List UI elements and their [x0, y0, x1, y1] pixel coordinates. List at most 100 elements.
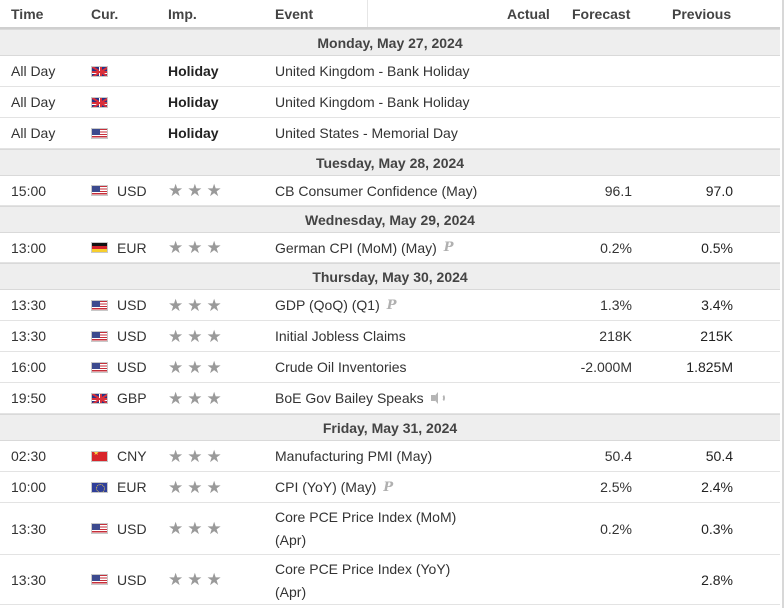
- star-icon: ★: [206, 357, 222, 377]
- event-link[interactable]: BoE Gov Bailey Speaks: [275, 390, 424, 406]
- time-cell: 19:50: [11, 390, 47, 406]
- star-icon: ★: [187, 519, 203, 538]
- currency-cell: USD: [117, 328, 147, 344]
- previous-cell: 3.4%: [701, 297, 733, 313]
- event-link[interactable]: Crude Oil Inventories: [275, 359, 407, 375]
- previous-cell: 2.4%: [701, 479, 733, 495]
- col-importance-header[interactable]: Imp.: [168, 6, 197, 22]
- currency-cell: USD: [117, 182, 147, 199]
- event-link[interactable]: German CPI (MoM) (May): [275, 239, 437, 256]
- star-icon: ★: [187, 477, 203, 497]
- currency-cell: CNY: [117, 448, 147, 464]
- table-row[interactable]: 19:50 GBP ★ ★ ★ BoE Gov Bailey Speaks: [0, 383, 780, 414]
- currency-cell: EUR: [117, 479, 147, 495]
- gb-flag-icon: [91, 65, 108, 77]
- importance-stars: ★ ★ ★: [168, 297, 222, 314]
- star-icon: ★: [187, 446, 203, 466]
- table-row[interactable]: 02:30 CNY ★★★ Manufacturing PMI (May) 50…: [0, 441, 780, 472]
- eu-flag-icon: [91, 481, 108, 493]
- us-flag-icon: [91, 299, 108, 311]
- star-icon: ★: [168, 388, 184, 408]
- event-link[interactable]: United Kingdom - Bank Holiday: [275, 94, 470, 110]
- event-link[interactable]: CB Consumer Confidence (May): [275, 182, 478, 199]
- importance-stars: ★ ★ ★: [168, 182, 222, 199]
- table-row[interactable]: 13:30 USD ★ ★ ★ Core PCE Price Index (YoY)…: [0, 555, 780, 605]
- star-icon: ★: [206, 326, 222, 346]
- col-actual-header[interactable]: Actual: [507, 6, 550, 22]
- star-icon: ★: [206, 446, 222, 466]
- table-row[interactable]: 15:00 USD ★ ★ ★ CB Consumer Confidence (Ma…: [0, 176, 780, 206]
- event-line: Core PCE Price Index (MoM): [275, 509, 457, 525]
- event-link[interactable]: United States - Memorial Day: [275, 125, 458, 141]
- event-line: (Apr): [275, 532, 307, 548]
- importance-stars: ★ ★ ★: [168, 328, 222, 345]
- forecast-cell: 50.4: [604, 448, 632, 464]
- col-time-header[interactable]: Time: [11, 6, 44, 22]
- preliminary-icon[interactable]: P: [383, 479, 394, 495]
- table-row[interactable]: 16:00 USD ★ ★ ★ Crude Oil Inventories -2.0…: [0, 352, 780, 383]
- col-currency-header[interactable]: Cur.: [91, 6, 119, 22]
- time-cell: 13:30: [11, 520, 47, 537]
- us-flag-icon: [91, 361, 108, 373]
- star-icon: ★: [168, 570, 184, 589]
- importance-stars: ★ ★ ★: [168, 390, 222, 407]
- table-row[interactable]: 10:00 EUR ★ ★ ★ CPI (YoY) (May) P 2.5% 2.4%: [0, 472, 780, 503]
- table-row[interactable]: 13:30 USD ★ ★ ★ Core PCE Price Index (MoM)…: [0, 503, 780, 555]
- star-icon: ★: [187, 238, 203, 257]
- us-flag-icon: [91, 330, 108, 342]
- de-flag-icon: [91, 242, 108, 253]
- forecast-cell: 1.3%: [600, 297, 632, 313]
- star-icon: ★: [168, 238, 184, 257]
- star-icon: ★: [168, 446, 184, 466]
- importance-stars: ★ ★ ★: [168, 359, 222, 376]
- time-cell: All Day: [11, 125, 56, 141]
- currency-cell: USD: [117, 571, 147, 588]
- time-cell: 13:00: [11, 239, 47, 256]
- day-header: Wednesday, May 29, 2024: [0, 206, 780, 233]
- star-icon: ★: [206, 388, 222, 408]
- previous-cell: 2.8%: [701, 571, 733, 588]
- star-icon: ★: [206, 570, 222, 589]
- speaker-icon[interactable]: [430, 391, 446, 405]
- star-icon: ★: [206, 181, 222, 200]
- day-header: Monday, May 27, 2024: [0, 29, 780, 56]
- time-cell: 13:30: [11, 297, 47, 313]
- header-divider: [367, 0, 368, 27]
- preliminary-icon[interactable]: P: [443, 240, 454, 255]
- importance-stars: ★ ★ ★: [168, 239, 222, 256]
- table-row[interactable]: All Day Holiday United Kingdom - Bank Ho…: [0, 87, 780, 118]
- preliminary-icon[interactable]: P: [386, 297, 397, 313]
- event-link[interactable]: United Kingdom - Bank Holiday: [275, 63, 470, 79]
- star-icon: ★: [168, 181, 184, 200]
- event-link[interactable]: Initial Jobless Claims: [275, 328, 406, 344]
- col-event-header[interactable]: Event: [275, 6, 314, 22]
- importance-cell: Holiday: [168, 125, 219, 141]
- table-row[interactable]: All Day Holiday United Kingdom - Bank Ho…: [0, 56, 780, 87]
- importance-cell: Holiday: [168, 94, 219, 110]
- star-icon: ★: [206, 238, 222, 257]
- event-line: (Apr): [275, 584, 307, 600]
- star-icon: ★: [168, 477, 184, 497]
- table-row[interactable]: 13:00 EUR ★ ★ ★ German CPI (MoM) (May) P 0.…: [0, 233, 780, 263]
- table-row[interactable]: All Day Holiday United States - Memorial…: [0, 118, 780, 149]
- time-cell: 13:30: [11, 571, 47, 588]
- col-forecast-header[interactable]: Forecast: [572, 6, 631, 22]
- currency-cell: GBP: [117, 390, 147, 406]
- event-link[interactable]: Core PCE Price Index (YoY) (Apr): [275, 555, 450, 604]
- col-previous-header[interactable]: Previous: [672, 6, 732, 22]
- table-row[interactable]: 13:30 USD ★ ★ ★ Initial Jobless Claims 218…: [0, 321, 780, 352]
- currency-cell: EUR: [117, 239, 147, 256]
- event-link[interactable]: Core PCE Price Index (MoM) (Apr): [275, 503, 456, 554]
- table-row[interactable]: 13:30 USD ★ ★ ★ GDP (QoQ) (Q1) P 1.3% 3.4%: [0, 290, 780, 321]
- currency-cell: USD: [117, 520, 147, 537]
- forecast-cell: 0.2%: [600, 520, 632, 537]
- star-icon: ★: [168, 295, 184, 315]
- star-icon: ★: [187, 326, 203, 346]
- event-link[interactable]: Manufacturing PMI (May): [275, 448, 433, 464]
- previous-cell: 1.825M: [686, 359, 733, 375]
- event-link[interactable]: GDP (QoQ) (Q1): [275, 297, 380, 313]
- time-cell: All Day: [11, 63, 56, 79]
- event-link[interactable]: CPI (YoY) (May): [275, 479, 377, 495]
- star-icon: ★: [168, 357, 184, 377]
